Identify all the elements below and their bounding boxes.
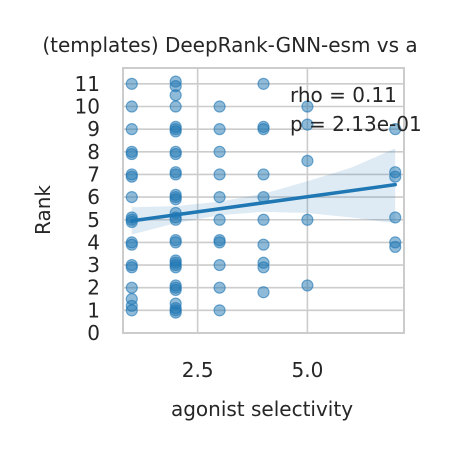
data-point: [389, 211, 402, 224]
y-tick-label: 4: [87, 230, 100, 254]
y-tick-label: 3: [87, 253, 100, 277]
data-point: [213, 100, 226, 113]
data-point: [169, 261, 182, 274]
data-point: [125, 170, 138, 183]
x-tick-labels: 2.5 5.0: [182, 358, 324, 382]
data-point: [125, 191, 138, 204]
data-point: [257, 261, 270, 274]
y-tick-label: 10: [75, 95, 100, 119]
data-point: [169, 147, 182, 161]
x-tick-label: 5.0: [292, 358, 324, 382]
data-point: [213, 213, 226, 226]
data-point: [301, 118, 314, 131]
y-tick-label: 1: [87, 298, 100, 322]
x-axis-label: agonist selectivity: [171, 397, 353, 421]
data-point: [169, 125, 182, 138]
data-point: [169, 306, 182, 319]
plot-frame: [122, 67, 405, 334]
data-point: [169, 89, 182, 102]
data-point: [169, 100, 182, 113]
data-point: [213, 191, 226, 204]
data-point: [213, 304, 226, 317]
data-point: [257, 238, 270, 251]
y-tick-label: 2: [87, 276, 100, 300]
data-point: [213, 168, 226, 181]
plot-border: [122, 67, 405, 334]
data-point: [169, 193, 182, 206]
y-tick-label: 6: [87, 185, 100, 209]
data-point: [125, 123, 138, 136]
data-point: [301, 213, 314, 226]
data-point: [125, 281, 138, 294]
y-tick-label: 11: [75, 72, 100, 96]
data-point: [389, 123, 402, 136]
data-point: [389, 170, 402, 183]
y-tick-label: 5: [87, 208, 100, 232]
chart-title: (templates) DeepRank-GNN-esm vs a: [42, 33, 417, 57]
data-point: [301, 154, 314, 167]
data-point: [257, 123, 270, 136]
data-point: [257, 286, 270, 299]
data-point: [125, 261, 138, 274]
data-point: [213, 123, 226, 136]
data-point: [125, 238, 138, 251]
y-tick-label: 7: [87, 162, 100, 186]
data-point: [125, 77, 138, 90]
regression-line-group: [130, 182, 397, 223]
data-point: [169, 236, 182, 249]
x-tick-label: 2.5: [182, 358, 214, 382]
data-point: [301, 279, 314, 292]
data-points: [125, 75, 402, 319]
data-point: [257, 168, 270, 181]
rho-annotation: rho = 0.11: [290, 83, 397, 107]
data-point: [125, 304, 138, 317]
data-point: [257, 213, 270, 226]
y-tick-label: 8: [87, 140, 100, 164]
p-value-annotation: p = 2.13e-01: [290, 112, 422, 136]
y-tick-label: 9: [87, 117, 100, 141]
regression-line: [130, 182, 397, 223]
data-point: [213, 258, 226, 272]
y-tick-label: 0: [87, 321, 100, 345]
data-point: [213, 281, 226, 294]
data-point: [257, 77, 270, 90]
data-point: [213, 145, 226, 158]
data-point: [125, 100, 138, 113]
data-point: [125, 147, 138, 161]
data-point: [213, 236, 226, 249]
y-axis-label: Rank: [31, 185, 55, 235]
data-point: [301, 100, 314, 113]
data-point: [389, 240, 402, 254]
data-point: [169, 168, 182, 181]
data-point: [169, 283, 182, 297]
